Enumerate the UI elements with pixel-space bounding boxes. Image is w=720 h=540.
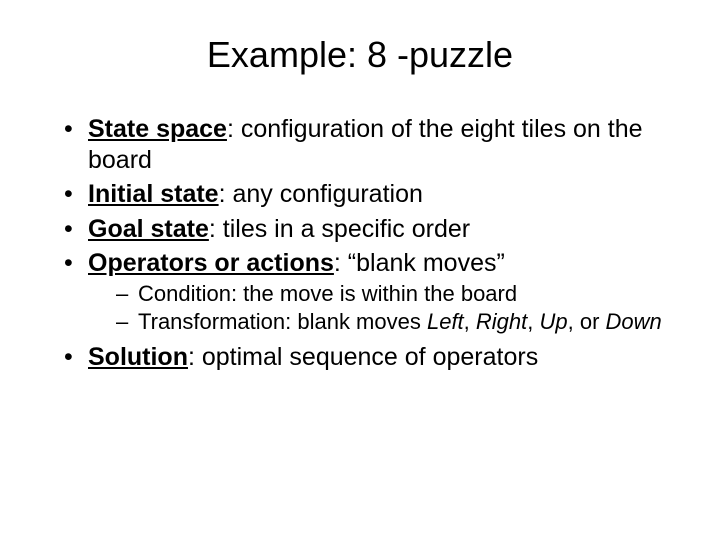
bullet-text: : any configuration: [219, 180, 423, 208]
bullet-text: : “blank moves”: [334, 249, 505, 277]
sub-list: Condition: the move is within the board …: [88, 281, 680, 337]
bullet-item: State space: configuration of the eight …: [64, 114, 680, 175]
sub-sep: ,: [464, 309, 476, 334]
bullet-text: : optimal sequence of operators: [188, 343, 538, 371]
slide-title: Example: 8 -puzzle: [40, 34, 680, 76]
sub-text-prefix: Transformation: blank moves: [138, 309, 427, 334]
sub-italic: Down: [606, 309, 662, 334]
sub-italic: Right: [476, 309, 527, 334]
sub-sep: ,: [527, 309, 539, 334]
sub-italic: Up: [540, 309, 568, 334]
sub-item: Condition: the move is within the board: [116, 281, 680, 308]
sub-sep: , or: [568, 309, 606, 334]
bullet-list: State space: configuration of the eight …: [40, 114, 680, 373]
bullet-item: Initial state: any configuration: [64, 179, 680, 210]
bullet-label: Initial state: [88, 180, 219, 208]
bullet-item: Operators or actions: “blank moves” Cond…: [64, 248, 680, 336]
sub-text: Condition: the move is within the board: [138, 281, 517, 306]
bullet-item: Goal state: tiles in a specific order: [64, 214, 680, 245]
bullet-text: : tiles in a specific order: [209, 215, 470, 243]
bullet-label: Operators or actions: [88, 249, 334, 277]
bullet-item: Solution: optimal sequence of operators: [64, 342, 680, 373]
bullet-label: Solution: [88, 343, 188, 371]
sub-item: Transformation: blank moves Left, Right,…: [116, 309, 680, 336]
bullet-label: State space: [88, 115, 227, 143]
sub-italic: Left: [427, 309, 464, 334]
bullet-label: Goal state: [88, 215, 209, 243]
